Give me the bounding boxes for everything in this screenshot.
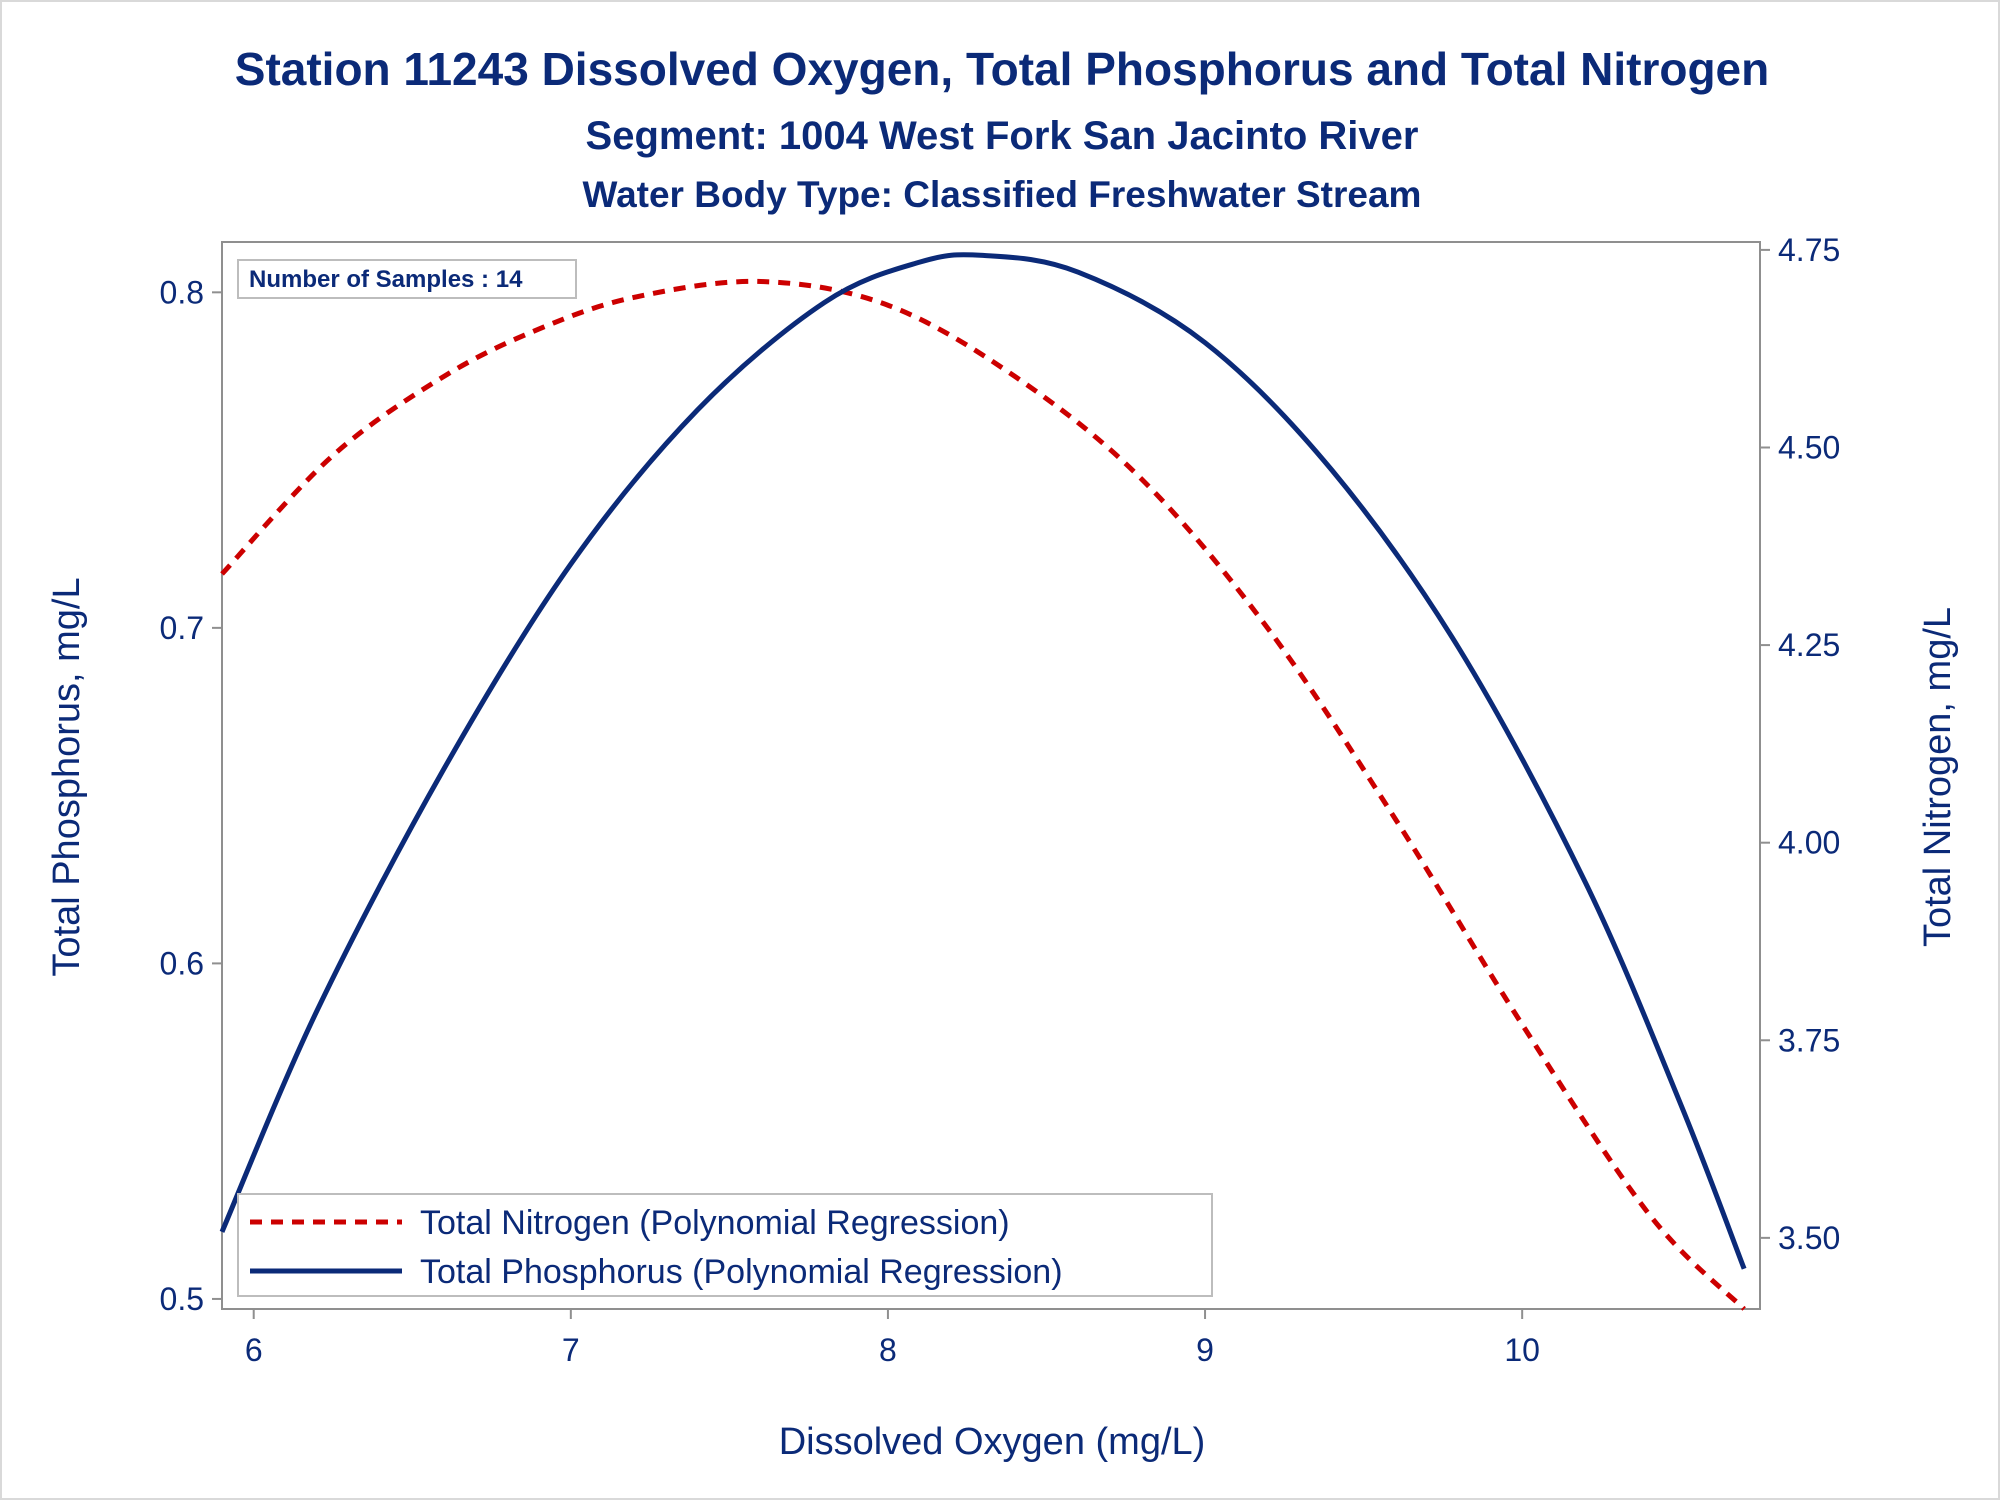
y-left-tick-label: 0.7 [160, 610, 204, 646]
legend-box [237, 1193, 1213, 1297]
x-tick-label: 7 [562, 1332, 580, 1368]
sample-count-box [237, 259, 577, 299]
chart-subtitle: Segment: 1004 West Fork San Jacinto Rive… [586, 114, 1419, 158]
y-right-tick-label: 3.75 [1778, 1022, 1840, 1058]
y-right-tick-label: 3.50 [1778, 1220, 1840, 1256]
sample-count-inset: Number of Samples : 14 [237, 259, 577, 299]
x-tick-label: 10 [1504, 1332, 1540, 1368]
legend: Total Nitrogen (Polynomial Regression) T… [237, 1193, 1213, 1297]
y-right-axis-ticks: 3.50 3.75 4.00 4.25 4.50 4.75 [1760, 232, 1840, 1256]
y-left-axis-ticks: 0.5 0.6 0.7 0.8 [160, 274, 222, 1317]
series-layer [219, 252, 1747, 1311]
legend-label-nitrogen: Total Nitrogen (Polynomial Regression) [420, 1204, 1010, 1242]
x-tick-label: 6 [245, 1332, 263, 1368]
chart-subtitle-2: Water Body Type: Classified Freshwater S… [583, 174, 1422, 215]
y-right-axis-label: Total Nitrogen, mg/L [1917, 607, 1959, 947]
x-axis-label: Dissolved Oxygen (mg/L) [779, 1421, 1206, 1463]
x-tick-label: 9 [1196, 1332, 1214, 1368]
y-left-tick-label: 0.5 [160, 1281, 204, 1317]
y-right-tick-label: 4.50 [1778, 429, 1840, 465]
y-right-tick-label: 4.75 [1778, 232, 1840, 268]
chart-title: Station 11243 Dissolved Oxygen, Total Ph… [235, 43, 1769, 95]
y-right-tick-label: 4.00 [1778, 825, 1840, 861]
y-left-axis-label: Total Phosphorus, mg/L [46, 577, 88, 976]
plot-area [221, 241, 1761, 1310]
series-line-total-nitrogen [220, 278, 1746, 1311]
legend-label-phosphorus: Total Phosphorus (Polynomial Regression) [420, 1253, 1063, 1291]
x-axis-ticks: 6 7 8 9 10 [245, 1309, 1540, 1368]
sample-count-text: Number of Samples : 14 [249, 266, 523, 293]
y-left-tick-label: 0.6 [160, 945, 204, 981]
x-tick-label: 8 [879, 1332, 897, 1368]
y-left-tick-label: 0.8 [160, 274, 204, 310]
series-line-total-phosphorus [219, 252, 1747, 1270]
y-right-tick-label: 4.25 [1778, 627, 1840, 663]
